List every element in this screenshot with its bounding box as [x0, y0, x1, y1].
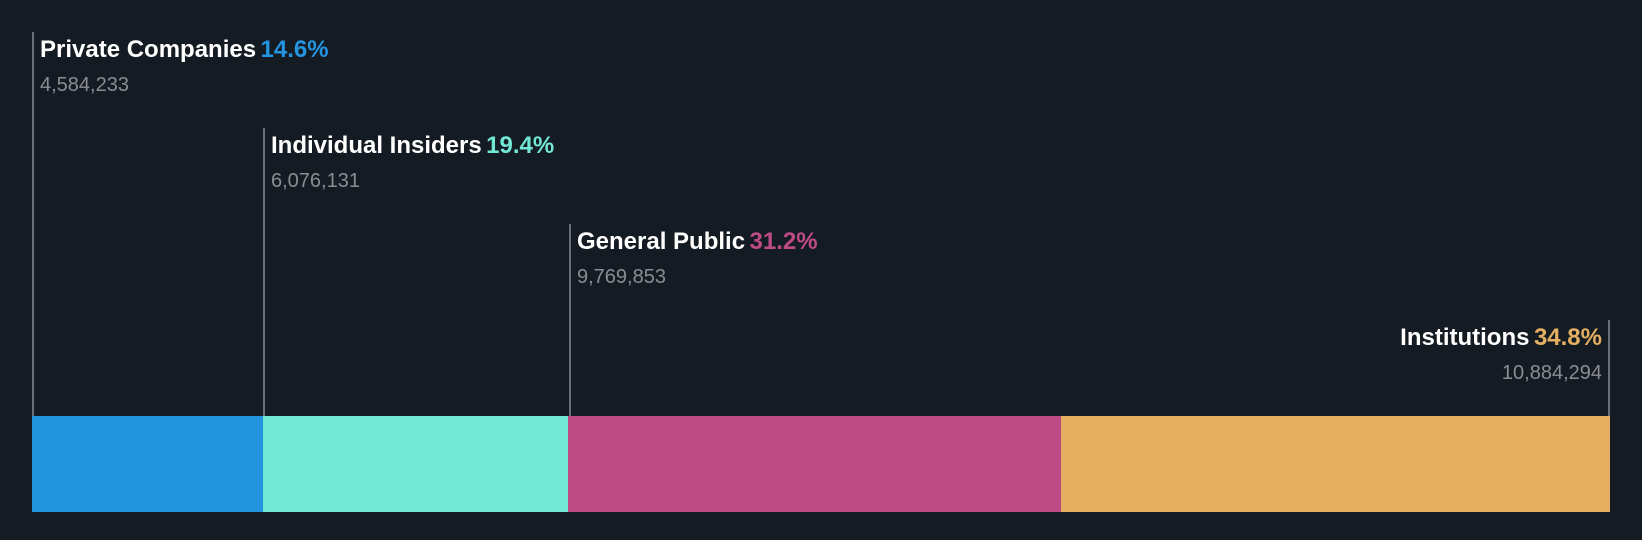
label-private-companies: Private Companies 14.6% 4,584,233 [40, 36, 329, 97]
label-general-public: General Public 31.2% 9,769,853 [577, 228, 818, 289]
segment-private-companies [32, 416, 263, 512]
leader-line-individual-insiders [263, 128, 265, 416]
category-percent: 31.2% [749, 228, 818, 255]
leader-line-general-public [569, 224, 571, 416]
category-name: General Public [577, 228, 746, 255]
category-name: Institutions [1400, 324, 1530, 351]
segment-general-public [568, 416, 1061, 512]
leader-line-private-companies [32, 32, 34, 416]
leader-line-institutions [1608, 320, 1610, 416]
category-shares: 9,769,853 [577, 266, 666, 288]
category-shares: 10,884,294 [1501, 362, 1602, 384]
category-shares: 4,584,233 [40, 74, 129, 96]
category-percent: 14.6% [260, 36, 329, 63]
category-name: Individual Insiders [271, 132, 482, 159]
segment-institutions [1061, 416, 1610, 512]
label-individual-insiders: Individual Insiders 19.4% 6,076,131 [271, 132, 554, 193]
category-percent: 34.8% [1533, 324, 1602, 351]
category-name: Private Companies [40, 36, 257, 63]
segment-individual-insiders [263, 416, 568, 512]
category-shares: 6,076,131 [271, 170, 360, 192]
category-percent: 19.4% [486, 132, 555, 159]
label-institutions: Institutions 34.8% 10,884,294 [1400, 324, 1602, 385]
